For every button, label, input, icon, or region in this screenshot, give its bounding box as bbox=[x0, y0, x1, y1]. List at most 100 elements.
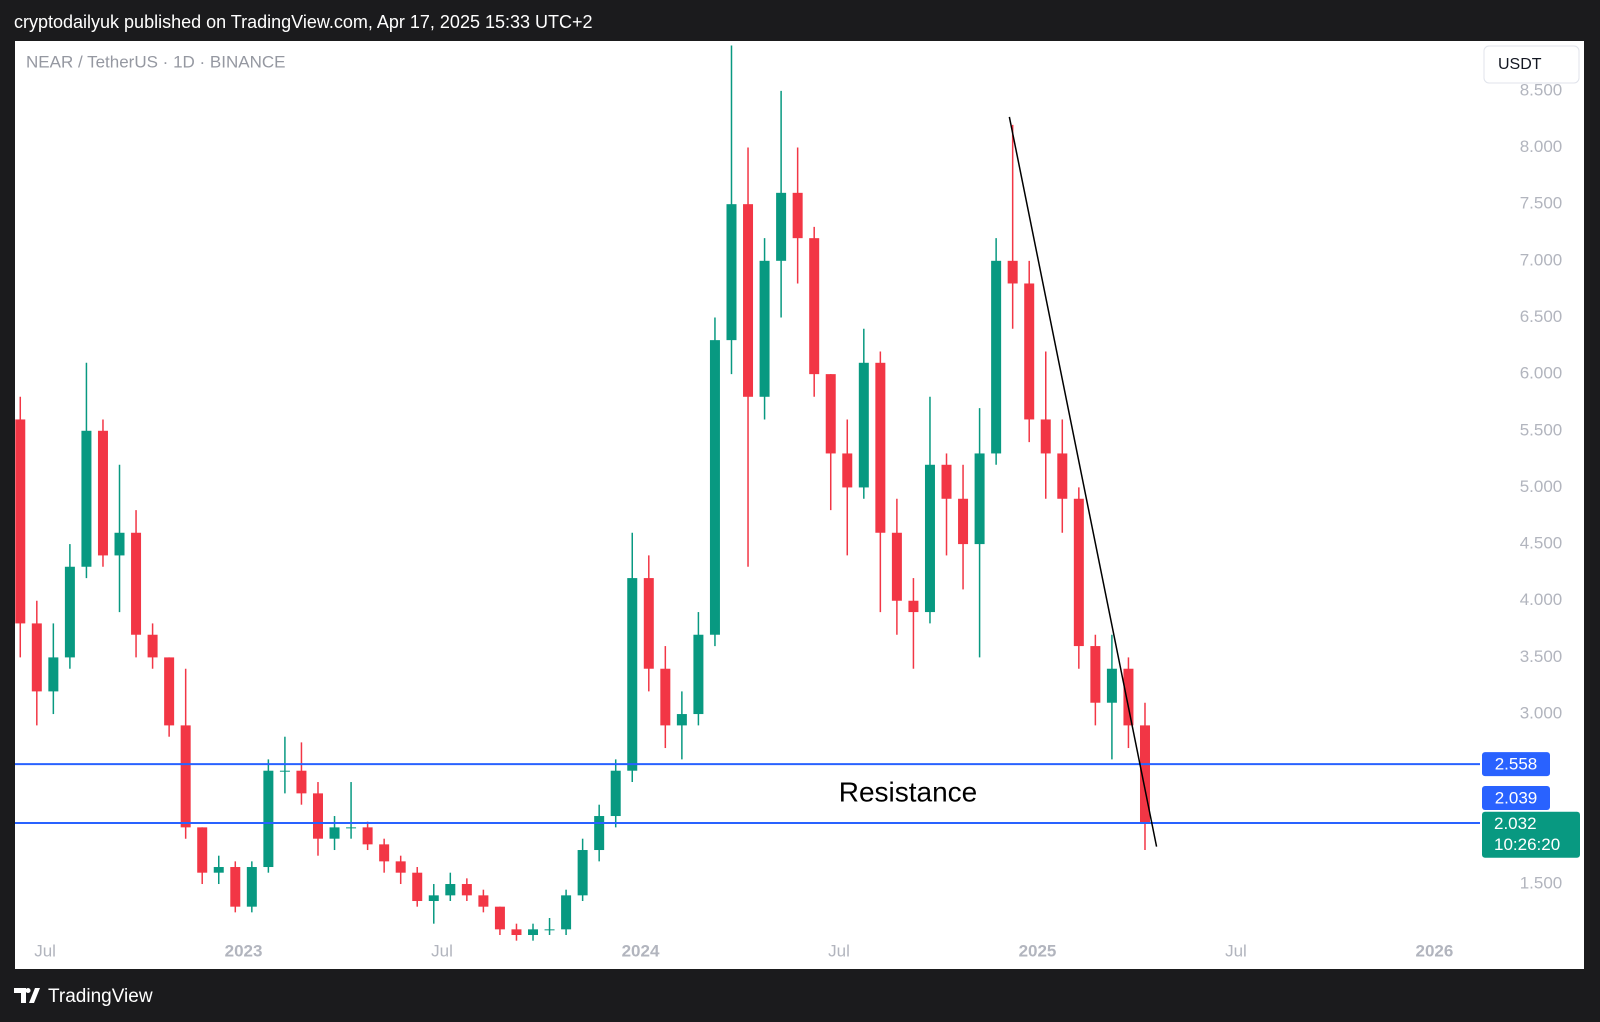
candle-body bbox=[15, 419, 26, 624]
candle-body bbox=[114, 532, 125, 556]
candle-body bbox=[676, 714, 687, 726]
y-tick-label: 7.000 bbox=[1520, 250, 1563, 269]
footer-brand: TradingView bbox=[48, 986, 153, 1007]
candle-body bbox=[991, 260, 1002, 454]
candle-body bbox=[445, 884, 456, 896]
candle-body bbox=[412, 872, 423, 902]
candle-body bbox=[494, 906, 505, 930]
candle-body bbox=[329, 827, 340, 839]
candle-body bbox=[279, 770, 290, 772]
candle-body bbox=[48, 657, 59, 692]
y-tick-label: 4.500 bbox=[1520, 534, 1563, 553]
candle-body bbox=[891, 532, 902, 601]
x-tick-label: 2025 bbox=[1019, 941, 1057, 960]
candle-body bbox=[776, 192, 787, 261]
candle-body bbox=[577, 850, 588, 896]
hline-label: 2.039 bbox=[1495, 788, 1538, 807]
candle-body bbox=[230, 867, 241, 907]
candle-body bbox=[312, 793, 323, 839]
candle-body bbox=[693, 634, 704, 715]
currency-button[interactable] bbox=[1483, 45, 1580, 84]
candle-body bbox=[1106, 668, 1117, 703]
candle-body bbox=[709, 340, 720, 635]
candle-body bbox=[842, 453, 853, 488]
candle-body bbox=[428, 895, 439, 902]
candle-body bbox=[561, 895, 572, 930]
candle-body bbox=[809, 238, 820, 375]
y-tick-label: 8.000 bbox=[1520, 137, 1563, 156]
candle-body bbox=[246, 867, 257, 907]
candle-body bbox=[544, 929, 555, 931]
y-tick-label: 3.000 bbox=[1520, 704, 1563, 723]
candle-body bbox=[64, 566, 75, 658]
last-price-label: 2.032 bbox=[1494, 814, 1537, 833]
candle-body bbox=[643, 578, 654, 669]
candle-body bbox=[263, 770, 274, 868]
candle-body bbox=[1139, 725, 1150, 824]
x-tick-label: 2026 bbox=[1416, 941, 1454, 960]
candle-body bbox=[610, 770, 621, 817]
hline-label-box bbox=[1482, 785, 1550, 810]
y-tick-label: 5.000 bbox=[1520, 477, 1563, 496]
logo-icon bbox=[14, 988, 40, 1003]
candle-body bbox=[164, 657, 175, 726]
candle-body bbox=[197, 827, 208, 873]
footer-logo bbox=[14, 988, 40, 1003]
candle-body bbox=[759, 260, 770, 397]
candle-body bbox=[743, 204, 754, 397]
candle-body bbox=[825, 374, 836, 454]
candle-body bbox=[461, 884, 472, 896]
candle-body bbox=[180, 725, 191, 828]
y-tick-label: 1.500 bbox=[1520, 874, 1563, 893]
trendline bbox=[1008, 116, 1158, 847]
candle-body bbox=[1007, 260, 1018, 284]
x-tick-label: Jul bbox=[34, 941, 56, 960]
hline-label: 2.558 bbox=[1495, 755, 1538, 774]
countdown: 10:26:20 bbox=[1494, 835, 1560, 854]
candle-body bbox=[147, 634, 158, 658]
candle-body bbox=[1073, 498, 1084, 647]
hline-label-box bbox=[1482, 752, 1550, 777]
candle-body bbox=[362, 827, 373, 845]
candle-body bbox=[958, 498, 969, 545]
candle-body bbox=[346, 827, 357, 829]
candle-body bbox=[1024, 283, 1035, 420]
currency-label: USDT bbox=[1498, 56, 1542, 73]
y-tick-label: 3.500 bbox=[1520, 647, 1563, 666]
candle-body bbox=[528, 929, 539, 936]
y-tick-label: 6.500 bbox=[1520, 307, 1563, 326]
publisher-line: cryptodailyuk published on TradingView.c… bbox=[14, 12, 593, 32]
x-tick-label: 2023 bbox=[225, 941, 263, 960]
y-tick-label: 4.000 bbox=[1520, 590, 1563, 609]
candle-body bbox=[1123, 668, 1134, 726]
candle-body bbox=[97, 430, 108, 556]
x-tick-label: Jul bbox=[431, 941, 453, 960]
last-price-box bbox=[1482, 811, 1580, 858]
candle-body bbox=[1090, 646, 1101, 703]
candle-body bbox=[131, 532, 142, 635]
candle-body bbox=[924, 464, 935, 613]
x-tick-label: Jul bbox=[828, 941, 850, 960]
candle-body bbox=[726, 204, 737, 341]
candle-body bbox=[627, 578, 638, 771]
y-tick-label: 5.500 bbox=[1520, 420, 1563, 439]
candle-body bbox=[974, 453, 985, 545]
plot-background bbox=[15, 41, 1584, 969]
candle-body bbox=[594, 816, 605, 851]
candle-body bbox=[858, 362, 869, 488]
annotation: Resistance bbox=[839, 776, 978, 807]
candle-body bbox=[908, 600, 919, 613]
candle-body bbox=[213, 867, 224, 873]
candle-body bbox=[511, 929, 522, 936]
candle-body bbox=[660, 668, 671, 726]
candle-body bbox=[1040, 419, 1051, 454]
x-tick-label: Jul bbox=[1225, 941, 1247, 960]
candle-body bbox=[379, 844, 390, 862]
candle-body bbox=[31, 623, 42, 692]
candle-body bbox=[81, 430, 92, 567]
x-tick-label: 2024 bbox=[622, 941, 660, 960]
candle-body bbox=[941, 464, 952, 499]
y-tick-label: 6.000 bbox=[1520, 364, 1563, 383]
